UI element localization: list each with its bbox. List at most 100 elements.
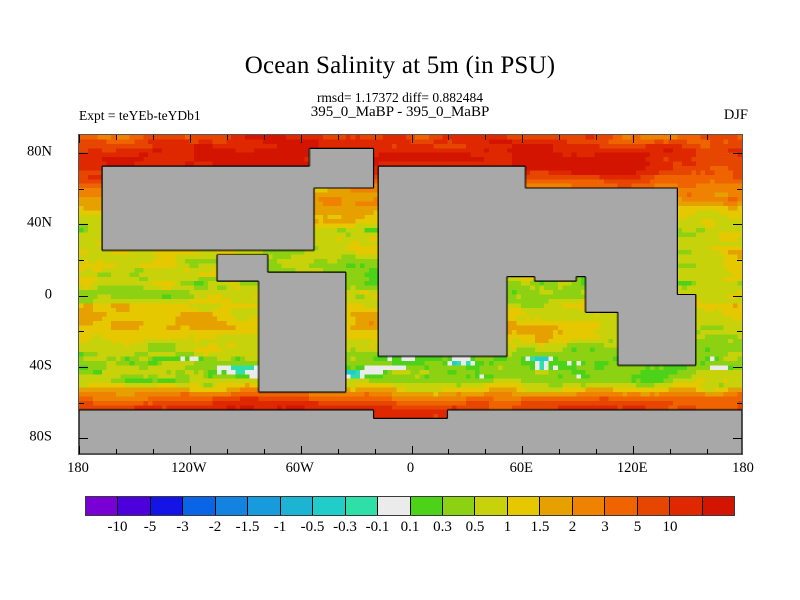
axis-tick xyxy=(189,135,191,143)
page-title: Ocean Salinity at 5m (in PSU) xyxy=(244,52,556,79)
colorbar-tick-label: 0.3 xyxy=(433,519,452,535)
colorbar-tick-label: 3 xyxy=(601,519,609,535)
x-axis-label: 0 xyxy=(406,460,415,476)
colorbar-cell xyxy=(410,497,443,515)
axis-tick xyxy=(596,135,598,140)
colorbar-tick-label: 0.1 xyxy=(400,519,420,535)
axis-tick xyxy=(737,402,742,404)
axis-tick xyxy=(300,446,302,454)
colorbar-cell xyxy=(442,497,476,515)
axis-tick xyxy=(737,259,742,261)
axis-tick xyxy=(263,135,265,140)
colorbar-cell xyxy=(605,497,638,515)
axis-tick xyxy=(337,135,339,140)
colorbar-tick-label: -1 xyxy=(273,519,287,535)
axis-tick xyxy=(115,449,117,454)
axis-tick xyxy=(79,331,84,333)
axis-tick xyxy=(263,449,265,454)
x-axis-label: 120W xyxy=(171,460,207,476)
colorbar-cell xyxy=(150,497,184,515)
colorbar-cell xyxy=(86,497,119,515)
axis-tick xyxy=(79,295,88,297)
axis-tick xyxy=(189,446,191,454)
colorbar-cell xyxy=(183,497,216,515)
y-axis-label: 0 xyxy=(44,286,52,302)
experiment-pair-label: 395_0_MaBP - 395_0_MaBP xyxy=(310,104,490,120)
colorbar-cell xyxy=(345,497,379,515)
axis-tick xyxy=(737,188,742,190)
map-plot-area xyxy=(78,134,743,455)
x-axis-label: 60W xyxy=(285,460,314,476)
colorbar-tick-label: -5 xyxy=(143,519,157,535)
colorbar-tick-label: -1.5 xyxy=(235,519,260,535)
axis-tick xyxy=(374,135,376,140)
axis-tick xyxy=(79,446,80,454)
axis-tick xyxy=(670,449,672,454)
colorbar-tick-label: -0.5 xyxy=(300,519,325,535)
colorbar-tick-label: 2 xyxy=(568,519,577,535)
axis-tick xyxy=(226,135,228,140)
x-axis-label: 180 xyxy=(67,460,89,476)
salinity-field xyxy=(79,135,742,454)
axis-tick xyxy=(633,446,635,454)
axis-tick xyxy=(522,135,524,143)
axis-tick xyxy=(152,135,154,140)
axis-tick xyxy=(411,135,413,143)
colorbar-cell xyxy=(118,497,151,515)
colorbar-tick-label: 1.5 xyxy=(530,519,550,535)
colorbar-cell xyxy=(313,497,346,515)
colorbar-tick-label: -3 xyxy=(176,519,189,535)
experiment-label: Expt = teYEb-teYDb1 xyxy=(79,108,201,123)
axis-tick xyxy=(522,446,524,454)
axis-tick xyxy=(300,135,302,143)
axis-tick xyxy=(374,449,376,454)
axis-tick xyxy=(633,135,635,143)
axis-tick xyxy=(737,331,742,333)
axis-tick xyxy=(733,366,742,368)
rmsd-subtitle: rmsd= 1.17372 diff= 0.882484 xyxy=(316,90,484,105)
axis-tick xyxy=(226,449,228,454)
colorbar-tick-label: -10 xyxy=(107,519,128,535)
axis-tick xyxy=(596,449,598,454)
colorbar-tick-label: -0.1 xyxy=(365,519,390,535)
x-axis-label: 60E xyxy=(509,460,534,476)
axis-tick xyxy=(337,449,339,454)
axis-tick xyxy=(733,152,742,154)
axis-tick xyxy=(559,449,561,454)
colorbar-tick-label: -2 xyxy=(208,519,222,535)
y-axis-label: 40S xyxy=(29,357,52,374)
colorbar-tick-label: -0.3 xyxy=(333,519,357,535)
axis-tick xyxy=(448,135,450,140)
colorbar-tick-labels: -10 -5 -3 -2 -1.5 -1 -0.5 -0.3 -0.1 0.1 0.3 0.5 1 1.5… xyxy=(0,519,800,539)
colorbar-cell xyxy=(280,497,314,515)
axis-tick xyxy=(152,449,154,454)
axis-tick xyxy=(733,224,742,226)
colorbar-tick-label: 5 xyxy=(633,519,642,535)
axis-tick xyxy=(559,135,561,140)
colorbar-tick-label: 0.5 xyxy=(465,519,485,535)
axis-tick xyxy=(79,188,84,190)
axis-tick xyxy=(411,446,413,454)
colorbar-cell xyxy=(378,497,411,515)
axis-tick xyxy=(733,295,742,297)
axis-tick xyxy=(670,135,672,140)
colorbar-cell xyxy=(215,497,249,515)
axis-tick xyxy=(79,259,84,261)
colorbar-cell xyxy=(507,497,541,515)
y-axis-label: 80N xyxy=(27,143,52,160)
axis-tick xyxy=(707,135,709,140)
axis-tick xyxy=(79,402,84,404)
season-label: DJF xyxy=(723,107,748,123)
colorbar-cell xyxy=(572,497,606,515)
colorbar-cell xyxy=(475,497,508,515)
axis-tick xyxy=(448,449,450,454)
axis-tick xyxy=(115,135,117,140)
coastline-overlay xyxy=(79,135,742,454)
colorbar xyxy=(85,496,735,516)
x-axis-label: 120E xyxy=(616,460,648,476)
colorbar-cell xyxy=(248,497,281,515)
axis-tick xyxy=(485,135,487,140)
axis-tick xyxy=(79,135,80,143)
axis-tick xyxy=(707,449,709,454)
axis-tick xyxy=(79,152,88,154)
